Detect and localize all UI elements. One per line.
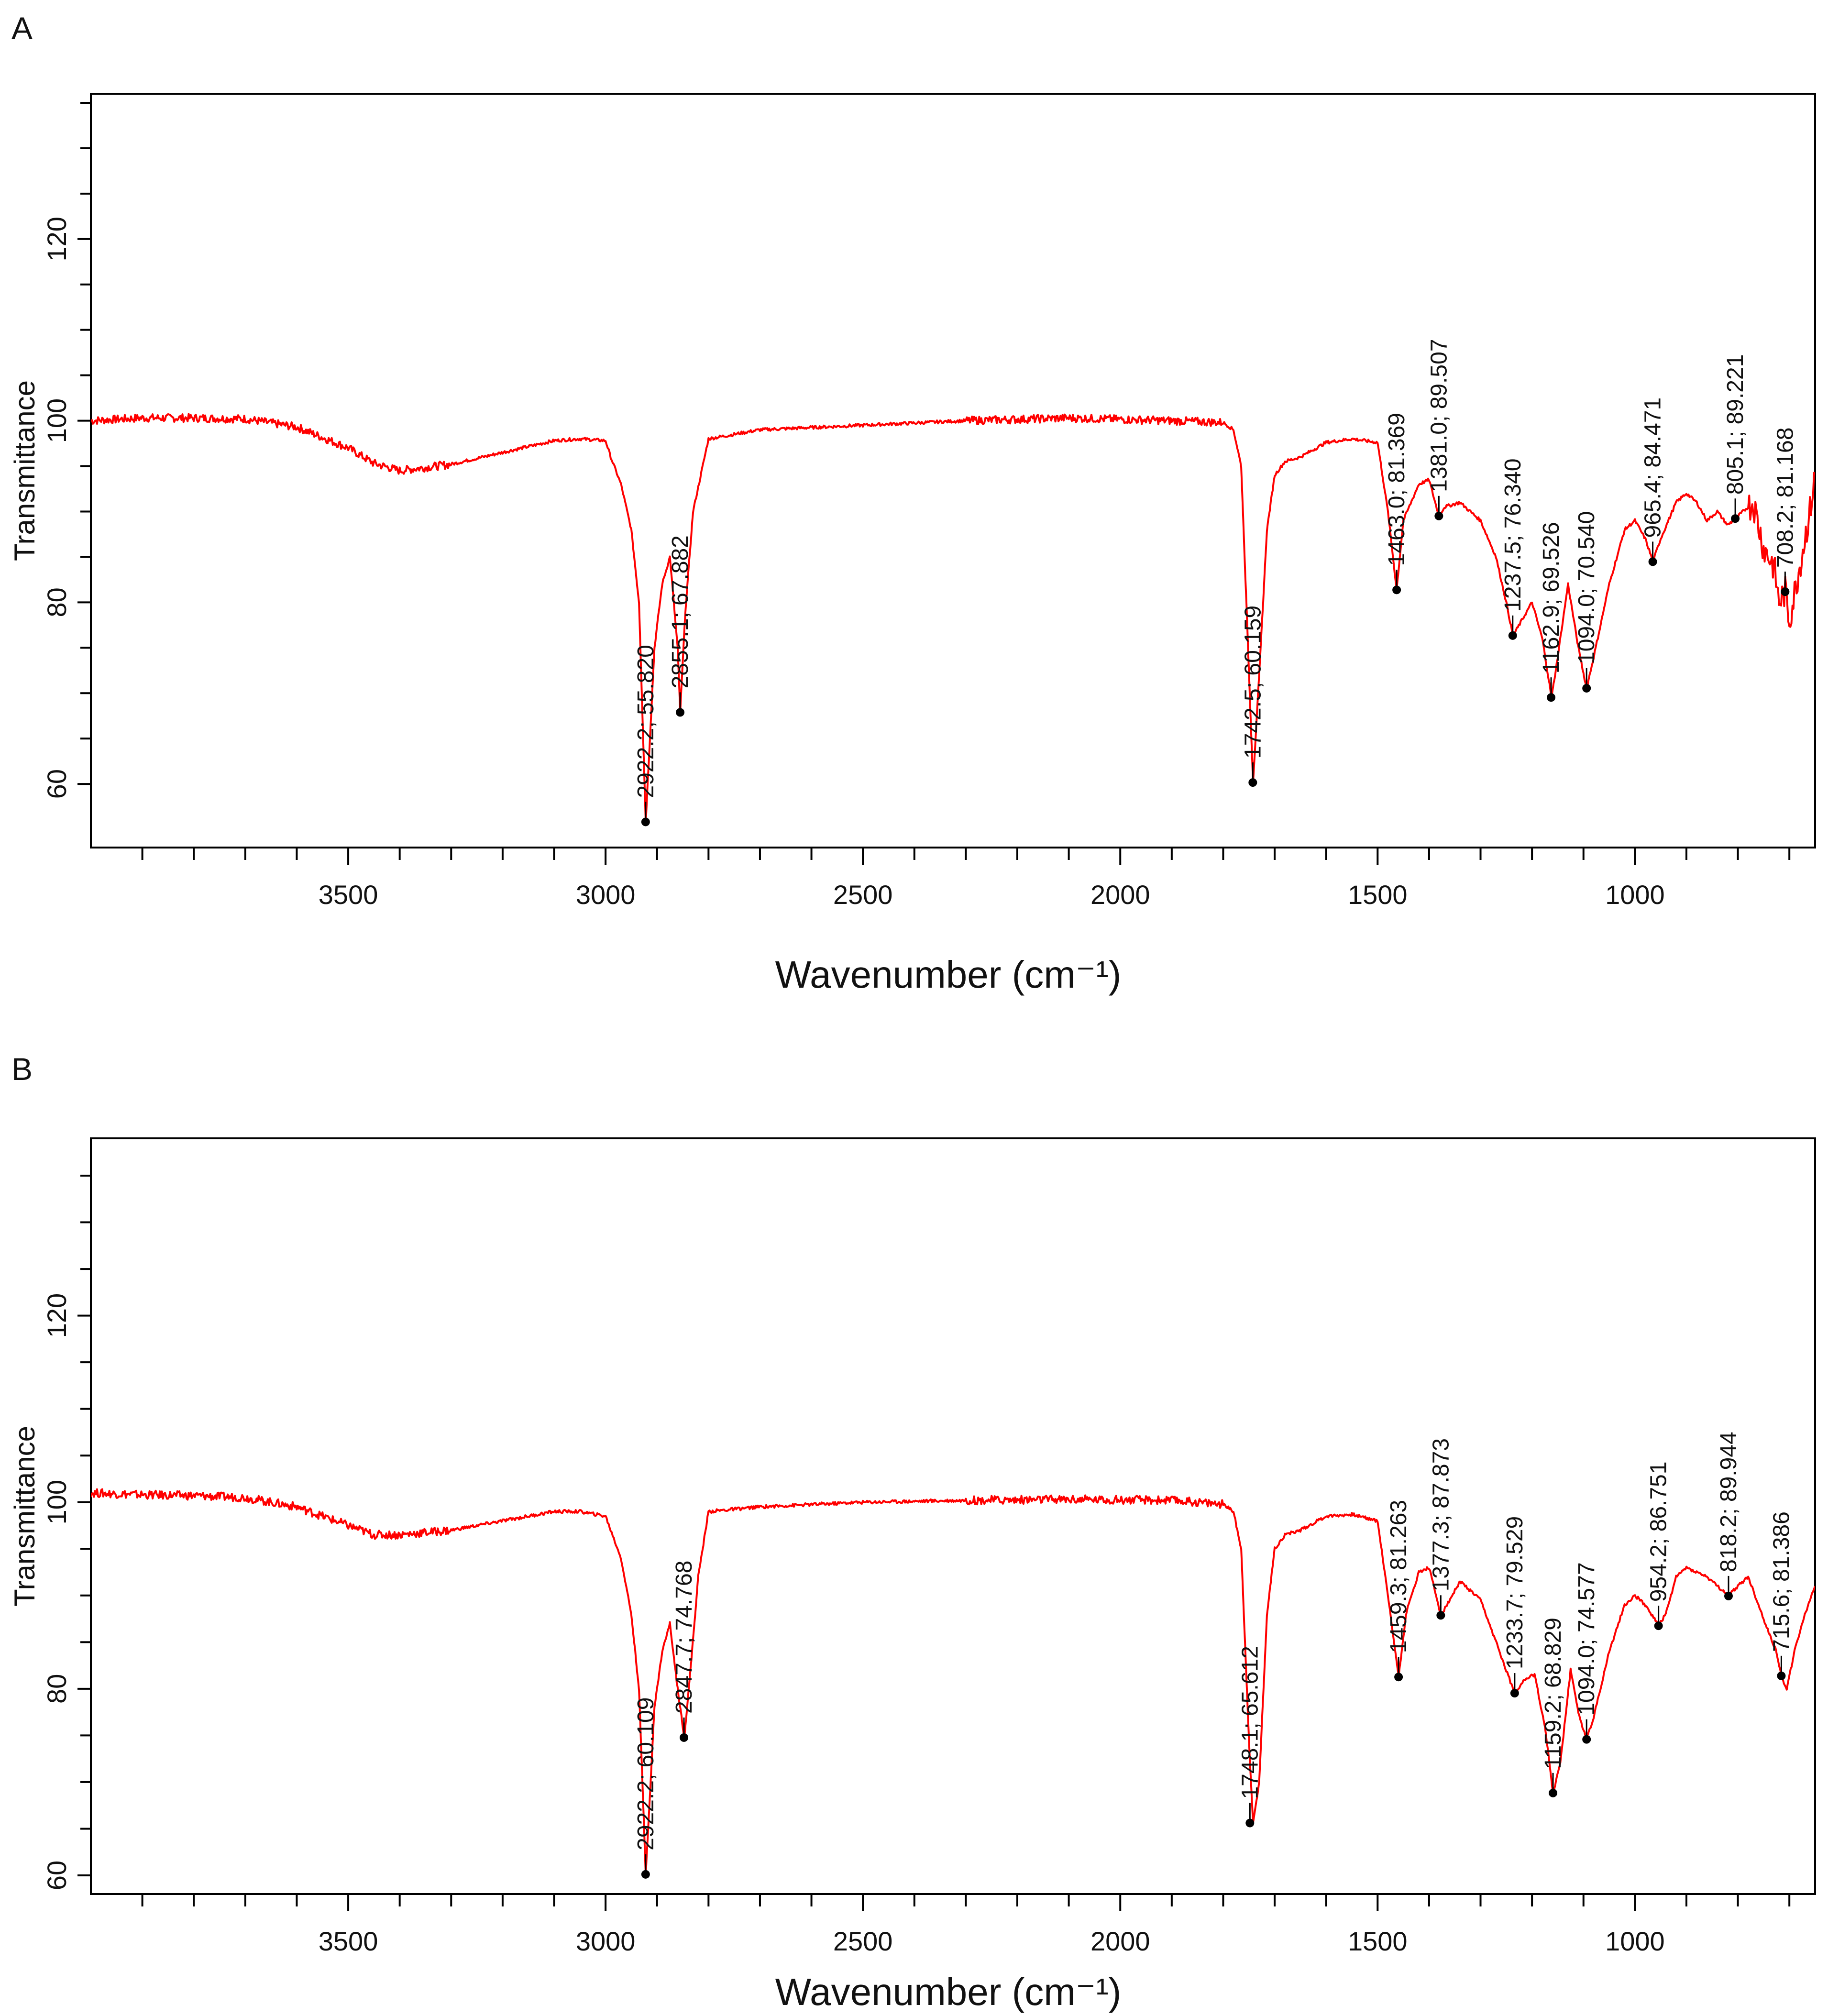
peak-label: 2855.1; 67.882 [668, 535, 693, 688]
peak-label: 1748.1; 65.612 [1237, 1646, 1263, 1799]
y-tick-label: 100 [42, 1480, 72, 1524]
panel-label: A [11, 11, 33, 46]
x-tick-label: 2000 [1090, 880, 1150, 910]
peak-label: 1094.0; 70.540 [1574, 511, 1599, 664]
peak-label: 1233.7; 79.529 [1502, 1516, 1528, 1669]
peak-label: 715.6; 81.386 [1769, 1511, 1794, 1652]
peak-marker [1508, 631, 1517, 640]
peak-label: 1237.5; 76.340 [1500, 459, 1526, 612]
peak-marker [1781, 587, 1790, 596]
peak-label: 1381.0; 89.507 [1426, 339, 1452, 492]
peak-marker [1510, 1689, 1519, 1698]
peak-marker [1582, 1735, 1591, 1744]
peak-label: 805.1; 89.221 [1723, 354, 1748, 495]
y-axis-title: Transmittance [9, 1426, 41, 1607]
x-tick-label: 2000 [1090, 1926, 1150, 1956]
peak-label: 1742.5; 60.159 [1240, 606, 1266, 759]
x-tick-label: 1000 [1605, 880, 1665, 910]
peak-label: 708.2; 81.168 [1773, 428, 1798, 568]
peak-label: 1162.9; 69.526 [1539, 522, 1564, 673]
x-tick-label: 3500 [319, 1926, 378, 1956]
peak-marker [641, 817, 650, 826]
y-tick-label: 120 [42, 217, 72, 261]
panel-b: B 3500 3000 2500 2000 1500 1000 60 80 100 120 Waven… [9, 1051, 1816, 2013]
x-tick-label: 2500 [833, 1926, 893, 1956]
peak-marker [1724, 1591, 1733, 1600]
x-tick-label: 2500 [833, 880, 893, 910]
peak-marker [641, 1870, 650, 1879]
y-tick-label: 80 [42, 587, 72, 617]
peak-label: 2847.7; 74.768 [672, 1561, 697, 1714]
peak-label: 1459.3; 81.263 [1386, 1500, 1411, 1653]
spectrum-line [91, 1488, 1815, 1876]
peak-label: 1159.2; 68.829 [1541, 1618, 1566, 1769]
y-tick-label: 100 [42, 398, 72, 443]
x-tick-label: 3500 [319, 880, 378, 910]
peak-marker [1392, 585, 1401, 595]
x-tick-label: 1500 [1348, 1926, 1408, 1956]
x-axis-title: Wavenumber (cm⁻¹) [775, 953, 1122, 996]
spectrum-line [91, 413, 1815, 824]
plot-frame [90, 1137, 1816, 1895]
y-axis-title: Transmittance [9, 380, 41, 561]
peak-marker [1549, 1788, 1558, 1797]
panel-label: B [11, 1051, 33, 1087]
peak-label: 954.2; 86.751 [1646, 1462, 1672, 1602]
y-tick-label: 120 [42, 1293, 72, 1338]
x-tick-label: 3000 [576, 1926, 636, 1956]
peak-label: 1377.3; 87.873 [1428, 1438, 1454, 1591]
peak-marker [1248, 778, 1257, 787]
y-tick-label: 60 [42, 1861, 72, 1890]
x-axis-title: Wavenumber (cm⁻¹) [775, 1971, 1122, 2013]
x-tick-label: 1000 [1605, 1926, 1665, 1956]
peak-marker [1245, 1818, 1255, 1828]
x-tick-label: 3000 [576, 880, 636, 910]
plot-frame [90, 93, 1816, 848]
peak-marker [1547, 693, 1556, 702]
y-tick-label: 80 [42, 1674, 72, 1704]
peak-label: 1094.0; 74.577 [1574, 1562, 1599, 1715]
peak-marker [1777, 1671, 1786, 1680]
peak-label: 965.4; 84.471 [1641, 397, 1666, 538]
peak-label: 2922.2; 60.109 [633, 1697, 659, 1851]
peak-marker [1731, 514, 1740, 523]
peak-marker [676, 708, 685, 717]
y-tick-label: 60 [42, 769, 72, 799]
peak-marker [1394, 1673, 1403, 1682]
peak-label: 1463.0; 81.369 [1384, 413, 1410, 566]
peak-label: 2922.2; 55.820 [633, 645, 659, 798]
peak-label: 818.2; 89.944 [1716, 1432, 1741, 1572]
peak-marker [1582, 683, 1591, 693]
peak-marker [1436, 1611, 1445, 1620]
peak-marker [1434, 511, 1443, 520]
peak-marker [1654, 1621, 1663, 1630]
peak-marker [1648, 557, 1657, 566]
peak-marker [680, 1733, 689, 1742]
x-tick-label: 1500 [1348, 880, 1408, 910]
panel-a: A 3500 3000 2500 2000 1500 1000 60 80 100 120 Waven… [9, 11, 1816, 996]
